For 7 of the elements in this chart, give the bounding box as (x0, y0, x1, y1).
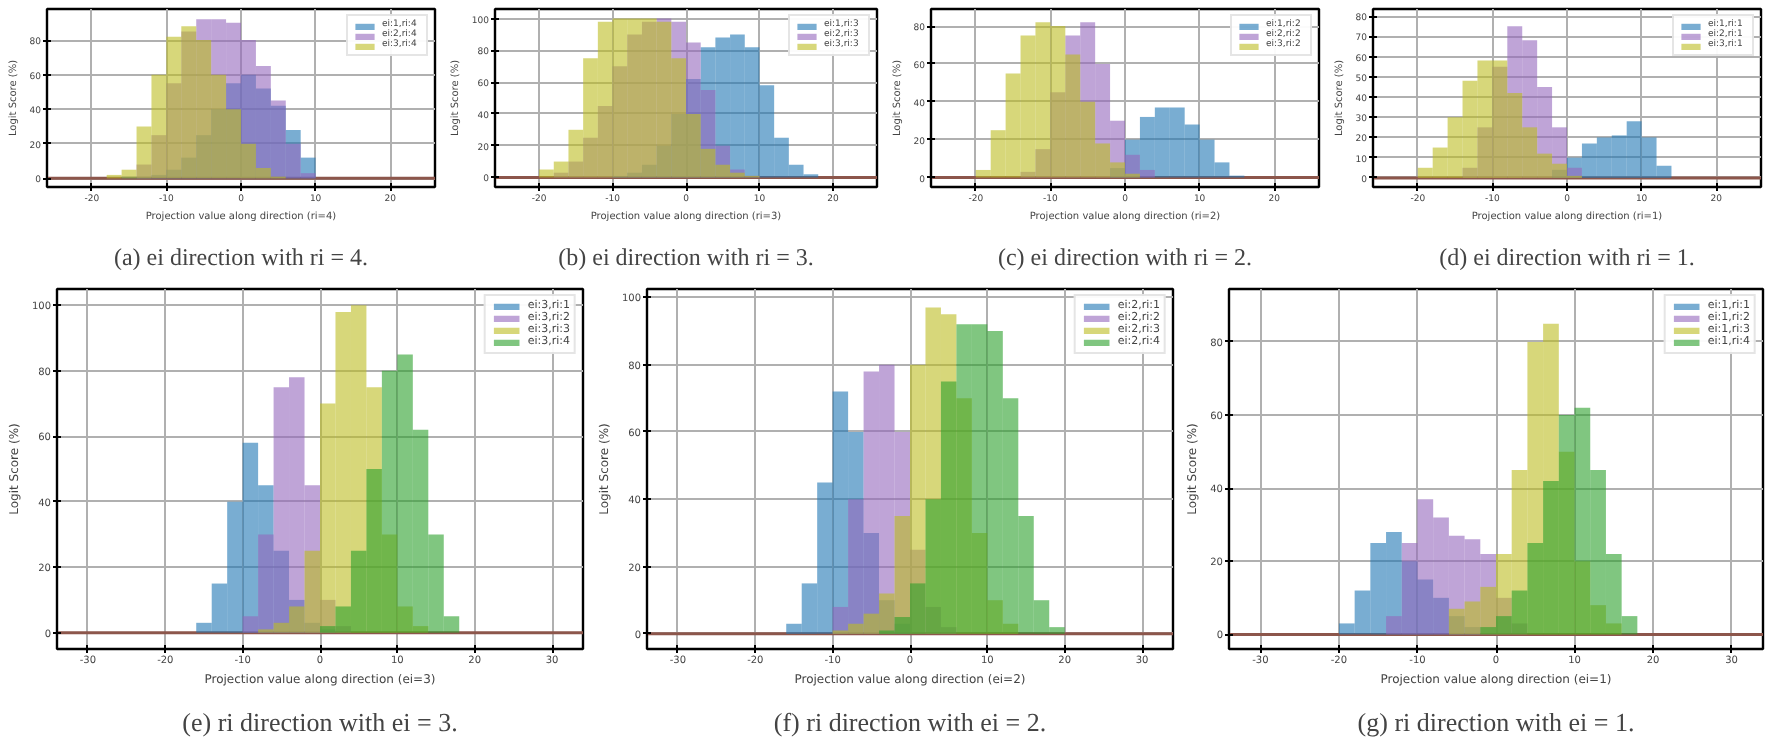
text: (g) ri direction with ei = 1. (1357, 707, 1635, 737)
text: (e) ri direction with ei = 3. (182, 707, 458, 737)
text: (b) ei direction with ri = 3. (558, 243, 814, 271)
text: (f) ri direction with ei = 2. (773, 707, 1047, 737)
text: (c) ei direction with ri = 2. (997, 243, 1253, 271)
text: (d) ei direction with ri = 1. (1439, 243, 1695, 271)
text: (a) ei direction with ri = 4. (113, 243, 369, 271)
